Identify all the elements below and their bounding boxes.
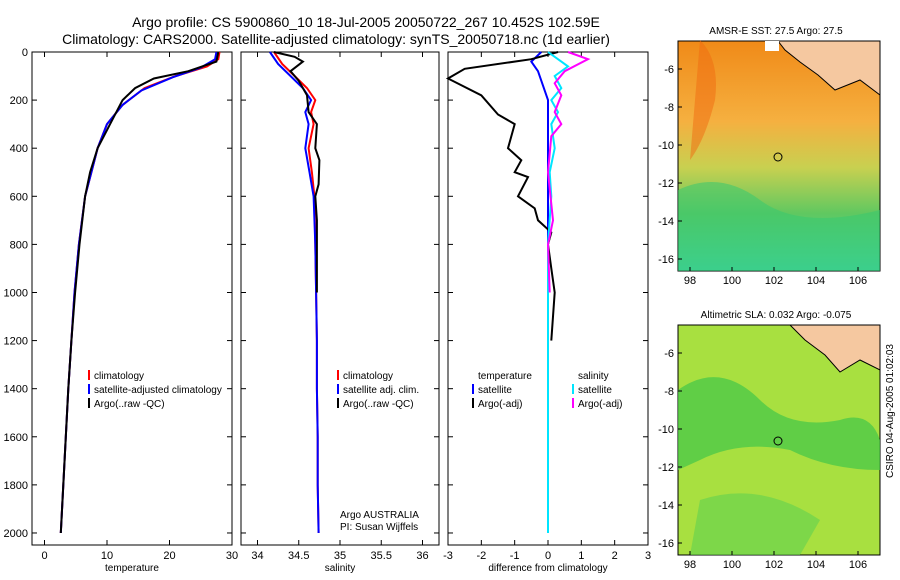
sla-map-xtick-label: 100 bbox=[723, 559, 741, 571]
sst-map: AMSR-E SST: 27.5 Argo: 27.5 bbox=[677, 26, 881, 272]
temperature-xtick-label: 10 bbox=[101, 550, 113, 562]
difference-xtick-label: -1 bbox=[510, 550, 520, 562]
depth-tick-label: 0 bbox=[22, 47, 28, 59]
salinity-series-argo-raw-qc- bbox=[273, 51, 321, 293]
salinity-frame bbox=[240, 51, 440, 546]
depth-tick-label: 200 bbox=[10, 95, 28, 107]
difference-series-temperature-satellite bbox=[529, 51, 549, 533]
sla-low-patch bbox=[690, 493, 820, 555]
difference-xtick-label: -3 bbox=[443, 550, 453, 562]
salinity-legend-label: Argo(..raw -QC) bbox=[343, 399, 414, 410]
sla-map-xtick-label: 106 bbox=[849, 559, 867, 571]
depth-tick-label: 1000 bbox=[4, 287, 28, 299]
salinity-xtick-label: 35 bbox=[334, 550, 346, 562]
difference-legend-label: satellite bbox=[478, 385, 512, 396]
salinity-series-climatology bbox=[273, 51, 320, 534]
temperature-frame bbox=[31, 51, 233, 546]
figure-title-line1: Argo profile: CS 5900860_10 18-Jul-2005 … bbox=[132, 14, 600, 30]
temperature-series-climatology bbox=[59, 51, 221, 534]
sla-map-ytick-label: -12 bbox=[658, 462, 674, 474]
sla-map-xtick-label: 102 bbox=[765, 559, 783, 571]
difference-xtick-label: 0 bbox=[545, 550, 551, 562]
temperature-xtick-label: 30 bbox=[226, 550, 238, 562]
temperature-xtick-label: 20 bbox=[163, 550, 175, 562]
temperature-legend-label: Argo(..raw -QC) bbox=[94, 399, 165, 410]
difference-series-salinity-satellite bbox=[547, 51, 570, 533]
difference-xlabel: difference from climatology bbox=[488, 563, 607, 574]
difference-xtick-label: 2 bbox=[612, 550, 618, 562]
difference-legend-label: Argo(-adj) bbox=[478, 399, 522, 410]
sla-map-title: Altimetric SLA: 0.032 Argo: -0.075 bbox=[701, 310, 852, 321]
temperature-legend-label: climatology bbox=[94, 371, 144, 382]
sst-map-xtick-label: 106 bbox=[849, 275, 867, 287]
temperature-series-satellite-adjusted-climatology bbox=[59, 51, 218, 534]
salinity-xtick-label: 36 bbox=[416, 550, 428, 562]
difference-legend-label: satellite bbox=[578, 385, 612, 396]
difference-panel: -3 -2 -1 0 1 2 3 difference from climatology tem… bbox=[443, 51, 651, 574]
salinity-panel: 34 34.5 35 35.5 36 salinity climatology satelli… bbox=[240, 51, 440, 574]
difference-xtick-label: 3 bbox=[645, 550, 651, 562]
sst-map-ytick-label: -6 bbox=[664, 64, 674, 76]
difference-legend-label: temperature bbox=[478, 371, 532, 382]
credit-text: CSIRO 04-Aug-2005 01:02:03 bbox=[885, 344, 896, 478]
sla-map: Altimetric SLA: 0.032 Argo: -0.075 bbox=[677, 310, 881, 556]
float-annotation: PI: Susan Wijffels bbox=[340, 522, 418, 533]
salinity-xtick-label: 34 bbox=[251, 550, 263, 562]
difference-xtick-label: -2 bbox=[476, 550, 486, 562]
sla-map-ytick-label: -16 bbox=[658, 538, 674, 550]
sst-map-ytick-label: -16 bbox=[658, 254, 674, 266]
sst-map-ytick-label: -14 bbox=[658, 216, 674, 228]
sla-map-ytick-label: -14 bbox=[658, 500, 674, 512]
temperature-xtick-label: 0 bbox=[41, 550, 47, 562]
depth-tick-label: 400 bbox=[10, 143, 28, 155]
sst-cool-band bbox=[678, 182, 880, 271]
salinity-xtick-label: 34.5 bbox=[288, 550, 309, 562]
sst-map-ytick-label: -12 bbox=[658, 178, 674, 190]
sst-map-xtick-label: 100 bbox=[723, 275, 741, 287]
figure-title-line2: Climatology: CARS2000. Satellite-adjuste… bbox=[62, 31, 610, 47]
depth-tick-label: 800 bbox=[10, 239, 28, 251]
salinity-legend-label: climatology bbox=[343, 371, 393, 382]
temperature-series-argo-raw-qc- bbox=[59, 51, 220, 534]
sst-map-xtick-label: 102 bbox=[765, 275, 783, 287]
sst-map-title: AMSR-E SST: 27.5 Argo: 27.5 bbox=[709, 26, 843, 37]
difference-legend-label: Argo(-adj) bbox=[578, 399, 622, 410]
float-annotation: Argo AUSTRALIA bbox=[340, 510, 419, 521]
difference-series-salinity-argo-adj- bbox=[546, 51, 591, 293]
sla-argo-location-marker bbox=[773, 436, 783, 446]
difference-xtick-label: 1 bbox=[578, 550, 584, 562]
depth-tick-label: 1800 bbox=[4, 480, 28, 492]
temperature-xlabel: temperature bbox=[105, 563, 159, 574]
depth-tick-label: 600 bbox=[10, 191, 28, 203]
sla-map-ytick-label: -10 bbox=[658, 424, 674, 436]
sst-map-ytick-label: -10 bbox=[658, 140, 674, 152]
sla-land-mass bbox=[788, 324, 881, 373]
sst-map-xtick-label: 98 bbox=[684, 275, 696, 287]
difference-series-temperature-argo-adj- bbox=[445, 51, 559, 341]
sla-map-xtick-label: 98 bbox=[684, 559, 696, 571]
temperature-legend-label: satellite-adjusted climatology bbox=[94, 385, 222, 396]
salinity-xlabel: salinity bbox=[325, 563, 356, 574]
sst-land-mass bbox=[776, 40, 881, 96]
depth-tick-label: 1600 bbox=[4, 432, 28, 444]
salinity-series-satellite-adj-clim- bbox=[269, 51, 320, 534]
depth-tick-label: 2000 bbox=[4, 528, 28, 540]
temperature-panel: 0 10 20 30 0 200 400 600 800 1000 1200 1400 1600 1800… bbox=[4, 47, 239, 574]
salinity-legend-label: satellite adj. clim. bbox=[343, 385, 419, 396]
depth-tick-label: 1200 bbox=[4, 336, 28, 348]
sst-warm-patch bbox=[690, 40, 716, 160]
salinity-xtick-label: 35.5 bbox=[371, 550, 392, 562]
difference-legend-label: salinity bbox=[578, 371, 609, 382]
sla-map-ytick-label: -6 bbox=[664, 348, 674, 360]
sla-map-xtick-label: 104 bbox=[807, 559, 825, 571]
sla-low-band bbox=[678, 377, 880, 470]
sst-argo-location-marker bbox=[773, 152, 783, 162]
sst-map-xtick-label: 104 bbox=[807, 275, 825, 287]
sla-map-ytick-label: -8 bbox=[664, 386, 674, 398]
sst-missing-data bbox=[765, 41, 779, 51]
depth-tick-label: 1400 bbox=[4, 384, 28, 396]
sst-map-ytick-label: -8 bbox=[664, 102, 674, 114]
